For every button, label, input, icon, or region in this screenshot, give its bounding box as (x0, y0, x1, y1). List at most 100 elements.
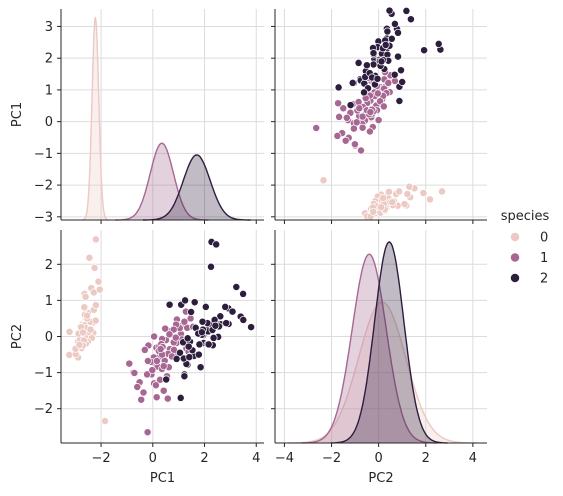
tick-label-y: 1 (45, 294, 53, 309)
scatter-point-species-1 (161, 324, 170, 333)
x-axis-label-pc2: PC2 (368, 471, 393, 486)
tick-label-x: 2 (200, 451, 208, 466)
scatter-point-species-2 (398, 78, 407, 86)
tick-label-y: 2 (45, 258, 53, 273)
scatter-point-species-2 (346, 101, 355, 110)
tick-label-y: −3 (34, 210, 53, 225)
scatter-point-species-2 (390, 70, 399, 79)
scatter-point-species-0 (85, 253, 94, 262)
scatter-point-species-1 (379, 102, 388, 111)
tick-label-y: −1 (34, 366, 53, 381)
scatter-point-species-1 (152, 393, 161, 402)
scatter-point-species-0 (395, 187, 404, 196)
x-axis-label-pc1: PC1 (150, 471, 175, 486)
tick-label-y: 2 (45, 52, 53, 67)
scatter-point-species-2 (212, 240, 221, 249)
scatter-point-species-1 (312, 124, 321, 132)
tick-label-x: 4 (252, 451, 260, 466)
scatter-point-species-0 (65, 327, 74, 336)
y-axis-label-pc1: PC1 (10, 102, 25, 127)
scatter-point-species-1 (143, 428, 152, 437)
scatter-point-species-0 (83, 311, 92, 320)
tick-label-y: 3 (45, 20, 53, 35)
scatter-point-species-2 (247, 323, 256, 332)
kde-line-species-2 (143, 154, 251, 221)
kde-line-species-2 (330, 241, 448, 444)
scatter-point-species-2 (221, 302, 230, 311)
scatter-point-species-0 (419, 189, 428, 197)
kde-line-species-1 (301, 253, 438, 444)
scatter-point-species-2 (232, 283, 241, 291)
scatter-point-species-2 (239, 289, 248, 298)
scatter-point-species-2 (354, 58, 363, 67)
tick-label-x: 4 (469, 451, 477, 466)
scatter-point-species-2 (387, 34, 396, 43)
scatter-point-species-2 (198, 317, 207, 326)
scatter-point-species-2 (190, 298, 199, 307)
tick-label-x: 2 (422, 451, 430, 466)
scatter-point-species-2 (195, 340, 204, 349)
scatter-point-species-0 (379, 194, 388, 203)
scatter-point-species-2 (176, 348, 184, 357)
scatter-point-species-1 (355, 104, 364, 113)
tick-label-y: 1 (45, 83, 53, 98)
scatter-point-species-1 (171, 333, 180, 342)
scatter-point-species-1 (339, 104, 348, 113)
scatter-point-species-1 (334, 99, 343, 108)
scatter-point-species-2 (406, 15, 415, 24)
scatter-point-species-0 (369, 207, 378, 216)
kde-fill-species-2 (330, 241, 448, 443)
scatter-point-species-2 (204, 340, 213, 349)
legend-label-species-0: 0 (540, 231, 548, 246)
scatter-point-species-1 (125, 359, 134, 368)
scatter-point-species-1 (151, 381, 160, 390)
scatter-point-species-1 (130, 369, 139, 377)
scatter-point-species-2 (187, 308, 196, 316)
scatter-point-species-2 (180, 372, 189, 381)
scatter-point-species-2 (334, 83, 343, 92)
scatter-point-species-2 (194, 350, 203, 359)
scatter-point-species-2 (390, 19, 399, 28)
axes-decoration: −3 −2 −1 0 1 2 3 −2 −1 0 1 2 −2 0 2 4 −4 −2 0 2 4 PC1 PC2 PC1 PC… (10, 9, 487, 486)
y-axis-label-pc2: PC2 (10, 324, 25, 349)
scatter-point-species-0 (403, 190, 412, 198)
scatter-point-species-0 (438, 187, 446, 196)
scatter-point-species-1 (333, 131, 342, 140)
legend-marker-species-2 (510, 273, 520, 283)
scatter-point-species-2 (394, 52, 402, 61)
kde-line-species-1 (115, 142, 209, 221)
scatter-point-species-0 (385, 187, 393, 196)
scatter-point-species-1 (159, 386, 168, 395)
tick-label-y: −1 (34, 147, 53, 162)
tick-label-x: 0 (375, 451, 383, 466)
kde-fill-species-1 (115, 143, 209, 220)
scatter-point-species-1 (342, 113, 351, 122)
scatter-point-species-1 (156, 345, 165, 354)
scatter-point-species-1 (352, 118, 361, 127)
scatter-point-species-2 (185, 353, 194, 362)
scatter-point-species-1 (143, 370, 152, 379)
legend-label-species-2: 2 (540, 272, 548, 287)
scatter-point-species-2 (377, 57, 386, 66)
tick-label-x: 0 (149, 451, 157, 466)
scatter-point-species-2 (420, 46, 429, 55)
panel-pc1-kde (61, 9, 264, 221)
tick-label-y: 0 (45, 115, 53, 130)
kde-fill-species-1 (301, 254, 438, 443)
scatter-point-species-0 (75, 340, 84, 349)
scatter-point-species-2 (201, 302, 210, 311)
scatter-point-species-1 (150, 332, 159, 341)
scatter-point-species-2 (402, 6, 411, 15)
scatter-point-species-1 (341, 136, 350, 145)
scatter-point-species-2 (209, 333, 218, 342)
scatter-point-species-1 (133, 383, 142, 391)
kde-fill-species-0 (288, 302, 477, 443)
scatter-point-species-0 (86, 325, 95, 334)
legend-marker-species-0 (510, 232, 520, 242)
scatter-point-species-1 (165, 330, 174, 339)
legend-title: species (501, 209, 550, 224)
tick-label-y: −2 (34, 402, 53, 417)
scatter-point-species-0 (388, 198, 397, 207)
scatter-point-species-0 (400, 200, 409, 209)
